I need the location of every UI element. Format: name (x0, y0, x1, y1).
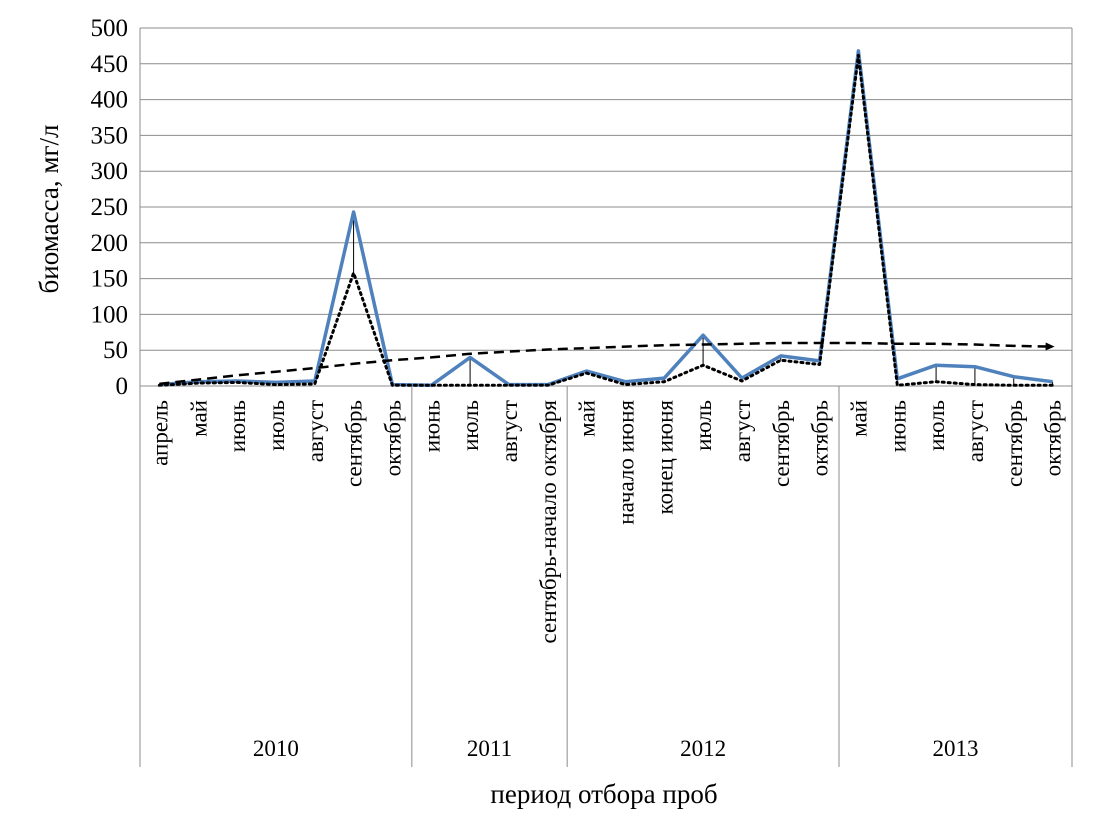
series-dotted-line (157, 53, 1055, 387)
x-tick-label: октябрь (1041, 400, 1066, 476)
y-tick-label: 450 (91, 51, 129, 78)
x-tick-label: июнь (885, 400, 910, 452)
x-tick-label: сентябрь-начало октября (536, 400, 561, 644)
x-tick-label: июль (458, 400, 483, 451)
x-tick-label: октябрь (808, 400, 833, 476)
x-tick-label: октябрь (380, 400, 405, 476)
x-tick-label: август (730, 400, 755, 462)
y-tick-label: 500 (91, 15, 129, 42)
x-tick-label: май (846, 400, 871, 437)
x-tick-label: конец июня (652, 400, 677, 515)
x-tick-label: август (497, 400, 522, 462)
x-group-label: 2012 (680, 736, 726, 761)
y-tick-label: 350 (91, 122, 129, 149)
x-tick-label: август (963, 400, 988, 462)
y-tick-label: 200 (91, 230, 129, 257)
y-tick-label: 250 (91, 194, 129, 221)
x-axis: апрель май июнь июль август сентябрь октябрь ию… (139, 28, 1073, 767)
y-tick-label: 300 (91, 158, 129, 185)
series-solid-line (159, 49, 1053, 388)
x-tick-label: сентябрь (1002, 400, 1027, 487)
y-axis-title: биомасса, мг/л (34, 125, 64, 294)
series-layer (157, 49, 1055, 388)
gridlines (140, 27, 1072, 387)
drop-lines (158, 50, 1054, 386)
x-tick-label: сентябрь (769, 400, 794, 487)
y-tick-label: 0 (116, 373, 129, 400)
x-axis-title: период отбора проб (490, 779, 717, 809)
x-tick-label: июнь (225, 400, 250, 452)
x-group-label: 2010 (253, 736, 299, 761)
x-tick-label: май (186, 400, 211, 437)
x-tick-label: сентябрь (342, 400, 367, 487)
x-group-label: 2011 (467, 736, 512, 761)
x-tick-label: июль (924, 400, 949, 451)
x-group-label: 2013 (933, 736, 979, 761)
x-tick-label: апрель (147, 400, 172, 466)
x-tick-label: август (303, 400, 328, 462)
x-tick-label: май (575, 400, 600, 437)
y-tick-label: 150 (91, 266, 129, 293)
x-tick-label: июль (691, 400, 716, 451)
y-tick-label: 100 (91, 301, 129, 328)
y-axis: 0 50 100 150 200 250 300 350 400 450 500 (91, 15, 129, 400)
x-tick-label: июнь (419, 400, 444, 452)
trend-dashed-arrow (159, 341, 1055, 386)
y-tick-label: 400 (91, 87, 129, 114)
x-tick-label: июль (264, 400, 289, 451)
x-tick-label: начало июня (613, 400, 638, 525)
y-tick-label: 50 (103, 337, 128, 364)
